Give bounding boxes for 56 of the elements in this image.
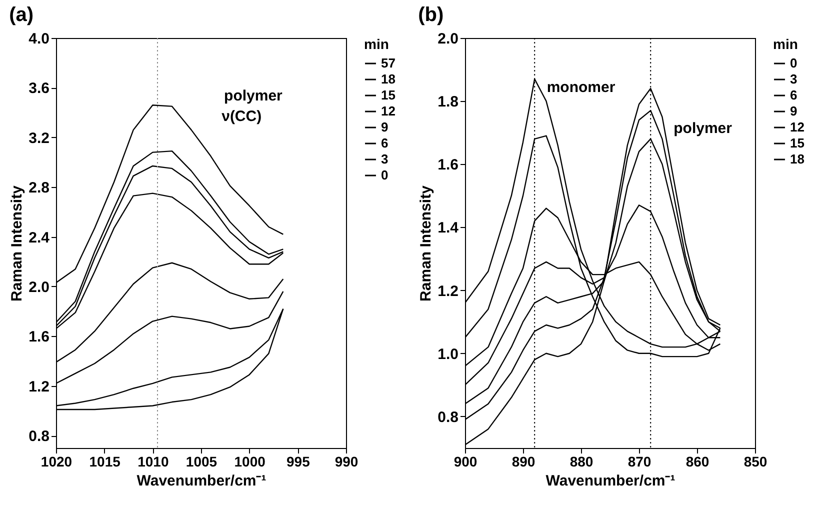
y-tick-label: 0.8 (28, 428, 50, 446)
legend-label: 0 (790, 56, 798, 70)
y-tick-label: 1.6 (438, 156, 458, 174)
y-tick-label: 2.8 (28, 180, 50, 197)
legend-label: 6 (790, 88, 798, 102)
x-tick-label: 1005 (186, 454, 218, 470)
y-tick-label: 1.2 (438, 282, 458, 300)
y-tick-label: 1.0 (438, 346, 458, 363)
x-tick-label: 850 (744, 454, 768, 470)
x-axis-title: Wavenumber/cm⁻¹ (546, 472, 676, 490)
legend-label: 57 (381, 56, 396, 70)
annotation: monomer (546, 79, 616, 96)
x-tick-label: 990 (334, 454, 358, 470)
y-tick-label: 1.8 (438, 94, 458, 111)
legend-title: min (773, 36, 798, 52)
x-tick-label: 1020 (40, 454, 72, 470)
y-tick-label: 2.4 (28, 229, 50, 246)
x-tick-label: 900 (454, 454, 478, 470)
legend-label: 9 (790, 104, 798, 118)
y-tick-label: 0.8 (438, 408, 458, 426)
annotation: polymer (224, 87, 283, 104)
x-tick-label: 880 (570, 454, 594, 470)
y-tick-label: 4.0 (28, 30, 50, 48)
legend-label: 3 (790, 72, 798, 86)
y-tick-label: 3.6 (28, 80, 50, 98)
y-tick-label: 2.0 (28, 278, 50, 296)
x-tick-label: 1015 (89, 454, 121, 470)
x-tick-label: 890 (512, 454, 536, 470)
legend-label: 9 (381, 120, 388, 134)
y-tick-label: 1.4 (438, 220, 460, 237)
annotation: polymer (674, 120, 732, 138)
annotation: ν(CC) (222, 108, 262, 125)
chart-title: (a) (9, 4, 34, 26)
legend-label: 0 (381, 168, 388, 182)
x-axis-title: Wavenumber/cm⁻¹ (136, 472, 266, 490)
legend-label: 15 (790, 136, 804, 150)
y-tick-label: 2.0 (438, 30, 458, 48)
legend-label: 15 (381, 88, 396, 102)
legend-label: 18 (790, 152, 804, 166)
x-tick-label: 860 (686, 454, 710, 470)
y-tick-label: 3.2 (28, 130, 50, 147)
x-tick-label: 995 (286, 454, 310, 470)
legend-label: 12 (790, 120, 804, 134)
chart-title: (b) (418, 4, 444, 26)
y-axis-title: Raman Intensity (418, 184, 435, 302)
legend-label: 12 (381, 104, 396, 118)
y-tick-label: 1.2 (28, 378, 50, 396)
legend-label: 3 (381, 152, 388, 166)
y-tick-label: 1.6 (28, 328, 50, 346)
legend-title: min (364, 36, 389, 52)
x-tick-label: 1010 (138, 454, 169, 470)
x-tick-label: 870 (628, 454, 652, 470)
x-tick-label: 1000 (234, 454, 266, 470)
legend-label: 6 (381, 136, 388, 150)
y-axis-title: Raman Intensity (8, 184, 26, 302)
legend-label: 18 (381, 72, 396, 86)
